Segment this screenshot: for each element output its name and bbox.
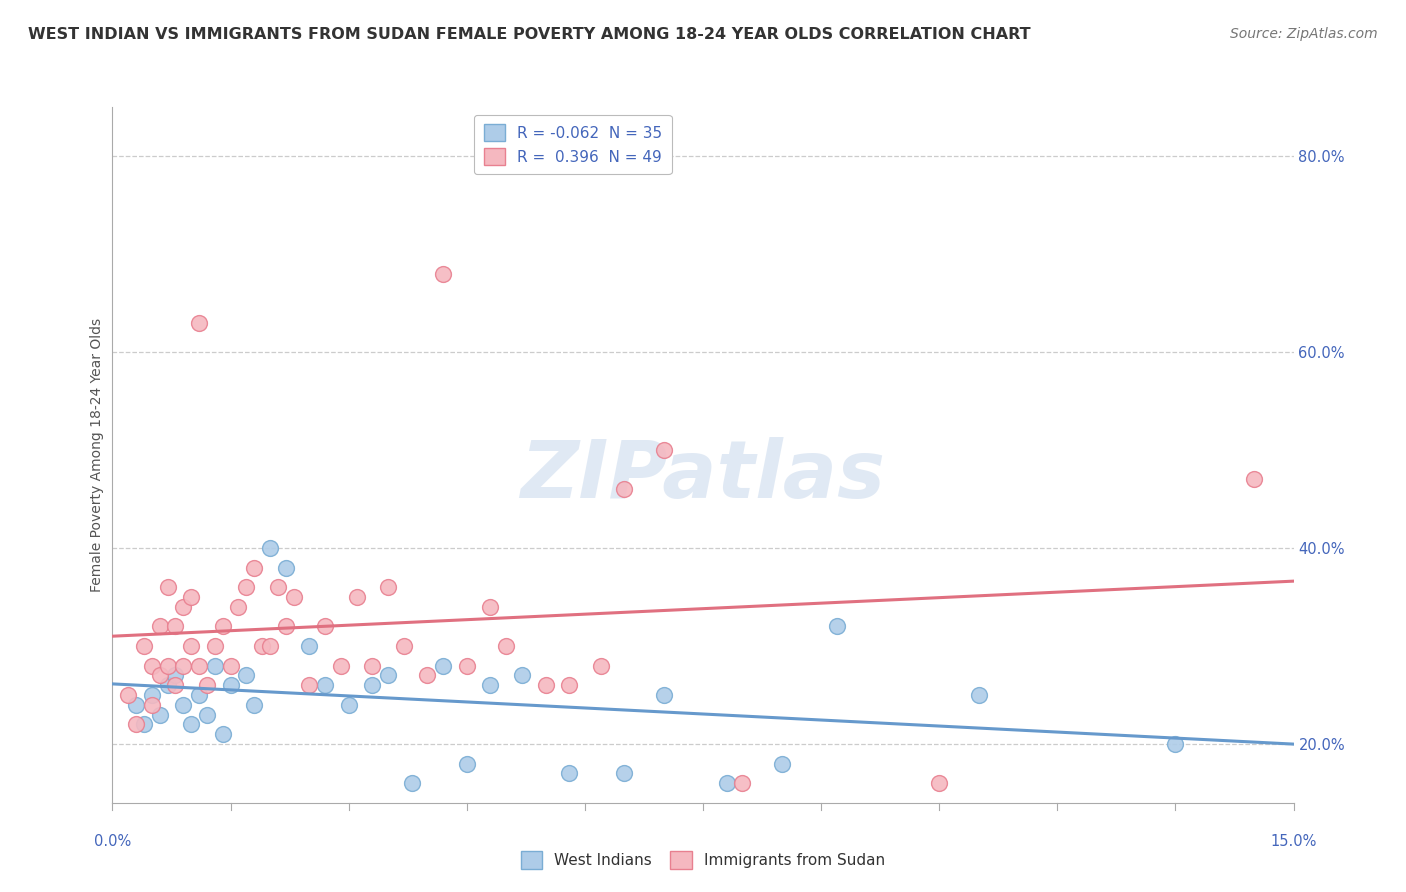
Point [967,688,990,702]
Point [825,619,848,633]
Point [731,776,754,790]
Point [132,639,155,653]
Point [195,678,218,692]
Point [652,443,675,458]
Point [392,639,415,653]
Point [132,717,155,731]
Point [337,698,360,712]
Point [716,776,738,790]
Text: 15.0%: 15.0% [1271,834,1316,849]
Point [141,688,163,702]
Point [117,688,139,702]
Text: 0.0%: 0.0% [94,834,131,849]
Point [165,619,187,633]
Point [1164,737,1187,751]
Point [125,717,148,731]
Point [211,727,233,741]
Point [156,658,179,673]
Point [228,599,250,614]
Point [125,698,148,712]
Point [361,678,384,692]
Point [219,678,242,692]
Point [346,590,368,604]
Point [613,766,636,780]
Point [613,482,636,496]
Point [165,678,187,692]
Point [235,580,257,594]
Point [180,590,202,604]
Point [204,639,226,653]
Point [432,658,454,673]
Point [298,678,321,692]
Point [188,316,211,330]
Point [156,678,179,692]
Point [558,766,581,780]
Point [770,756,793,771]
Point [652,688,675,702]
Point [156,580,179,594]
Point [314,678,336,692]
Point [267,580,290,594]
Point [149,619,172,633]
Point [235,668,257,682]
Point [250,639,273,653]
Point [479,599,502,614]
Point [510,668,533,682]
Point [589,658,612,673]
Point [361,658,384,673]
Point [495,639,517,653]
Point [172,599,194,614]
Point [149,668,172,682]
Point [928,776,950,790]
Point [259,639,281,653]
Point [274,619,297,633]
Point [180,717,202,731]
Point [141,698,163,712]
Y-axis label: Female Poverty Among 18-24 Year Olds: Female Poverty Among 18-24 Year Olds [90,318,104,592]
Text: Source: ZipAtlas.com: Source: ZipAtlas.com [1230,27,1378,41]
Point [432,267,454,281]
Point [274,560,297,574]
Point [401,776,423,790]
Point [534,678,557,692]
Point [456,756,478,771]
Point [329,658,352,673]
Point [172,658,194,673]
Text: ZIPatlas: ZIPatlas [520,437,886,515]
Point [219,658,242,673]
Point [243,698,266,712]
Point [172,698,194,712]
Point [204,658,226,673]
Point [1243,472,1265,486]
Point [298,639,321,653]
Point [180,639,202,653]
Legend: West Indians, Immigrants from Sudan: West Indians, Immigrants from Sudan [515,846,891,875]
Text: WEST INDIAN VS IMMIGRANTS FROM SUDAN FEMALE POVERTY AMONG 18-24 YEAR OLDS CORREL: WEST INDIAN VS IMMIGRANTS FROM SUDAN FEM… [28,27,1031,42]
Point [188,658,211,673]
Point [314,619,336,633]
Point [283,590,305,604]
Point [188,688,211,702]
Point [377,580,399,594]
Point [479,678,502,692]
Point [456,658,478,673]
Point [416,668,439,682]
Point [211,619,233,633]
Point [149,707,172,722]
Point [377,668,399,682]
Point [259,541,281,555]
Point [165,668,187,682]
Point [195,707,218,722]
Point [558,678,581,692]
Point [243,560,266,574]
Point [141,658,163,673]
